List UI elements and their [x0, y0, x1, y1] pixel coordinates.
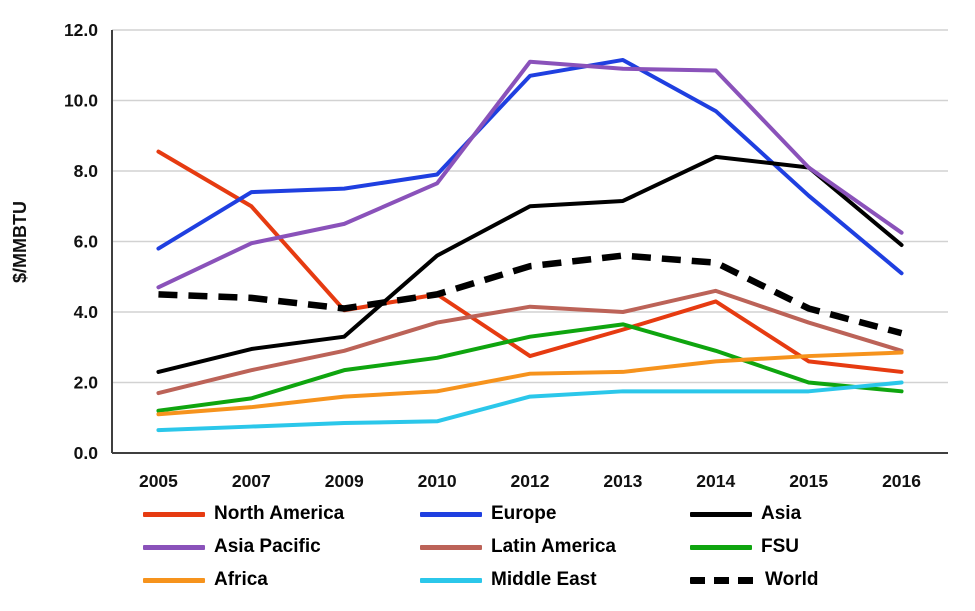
y-axis-title: $/MMBTU	[10, 201, 30, 283]
series-line-africa	[156, 350, 904, 417]
legend-swatch	[143, 511, 205, 517]
series-line-latin-america	[156, 288, 904, 396]
y-tick-label: 10.0	[64, 91, 98, 111]
legend-label: Asia	[761, 503, 802, 524]
legend-swatch	[420, 511, 482, 517]
legend-item-fsu: FSU	[690, 536, 975, 558]
series-line-fsu	[156, 322, 904, 413]
legend-item-asia-pacific: Asia Pacific	[143, 536, 420, 558]
legend-swatch	[420, 577, 482, 583]
x-tick-label: 2014	[696, 471, 735, 491]
legend-label: North America	[214, 503, 345, 524]
legend-swatch	[690, 511, 752, 517]
line-chart-container: $/MMBTU 0.0 2.0 4.0 6.0 8.0 10.0 12.0 2005 2007 2…	[10, 20, 948, 491]
x-tick-label: 2016	[882, 471, 921, 491]
y-tick-label: 2.0	[74, 373, 99, 393]
x-tick-label: 2005	[139, 471, 178, 491]
y-tick-label: 6.0	[74, 232, 99, 252]
series-line-asia-pacific	[156, 59, 904, 290]
legend-item-north-america: North America	[143, 503, 420, 525]
x-tick-label: 2010	[418, 471, 457, 491]
series-line-asia	[156, 154, 904, 374]
legend-label: Africa	[214, 569, 268, 590]
legend-swatch	[420, 544, 482, 550]
series-line-world	[158, 252, 903, 337]
series-line-europe	[156, 57, 904, 276]
x-tick-label: 2009	[325, 471, 364, 491]
legend-label: World	[765, 569, 819, 590]
legend-item-world: World	[690, 569, 975, 591]
legend-swatch	[143, 544, 205, 550]
legend-item-africa: Africa	[143, 569, 420, 591]
legend-label: FSU	[761, 536, 799, 557]
legend-item-europe: Europe	[420, 503, 690, 525]
legend-swatch	[690, 544, 752, 550]
y-tick-label: 0.0	[74, 443, 99, 463]
legend-item-asia: Asia	[690, 503, 975, 525]
line-chart: $/MMBTU 0.0 2.0 4.0 6.0 8.0 10.0 12.0 2005 2007 2…	[10, 20, 948, 491]
x-tick-label: 2013	[603, 471, 642, 491]
legend-swatch	[143, 577, 205, 583]
legend-label: Middle East	[491, 569, 597, 590]
y-tick-label: 8.0	[74, 161, 99, 181]
y-tick-label: 4.0	[74, 302, 99, 322]
legend-label: Europe	[491, 503, 557, 524]
series-line-north-america	[156, 149, 904, 374]
y-tick-label: 12.0	[64, 20, 98, 40]
legend-swatch	[690, 576, 756, 584]
chart-legend: North America Europe Asia Asia Pacific Latin…	[143, 503, 975, 591]
x-tick-label: 2015	[789, 471, 828, 491]
legend-label: Latin America	[491, 536, 616, 557]
x-tick-label: 2012	[511, 471, 550, 491]
x-tick-label: 2007	[232, 471, 271, 491]
legend-item-middle-east: Middle East	[420, 569, 690, 591]
legend-label: Asia Pacific	[214, 536, 321, 557]
legend-item-latin-america: Latin America	[420, 536, 690, 558]
series-line-middle-east	[156, 380, 904, 433]
